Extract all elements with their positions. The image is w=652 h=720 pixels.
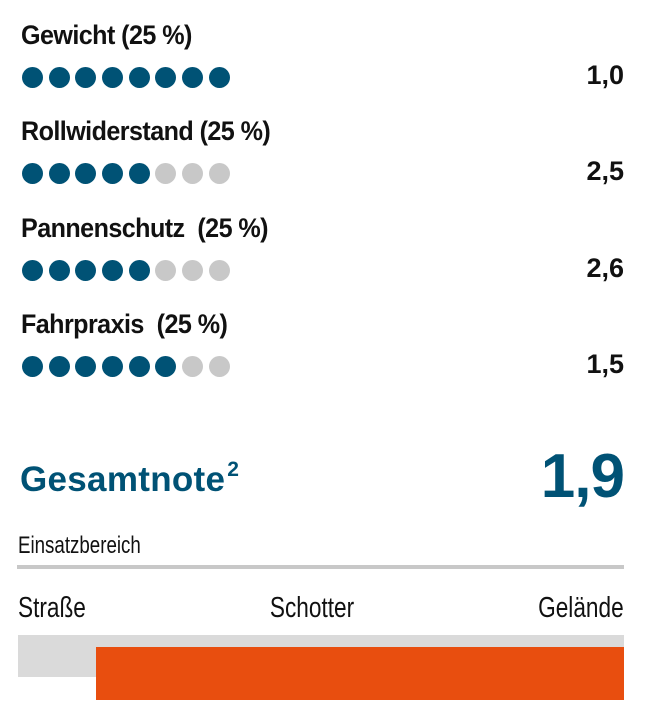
filled-dot-icon xyxy=(128,67,150,88)
rating-dots xyxy=(22,163,230,184)
filled-dot-icon xyxy=(102,260,124,281)
scale-label-gravel: Schotter xyxy=(269,592,355,624)
total-grade-label-text: Gesamtnote xyxy=(20,460,226,499)
empty-dot-icon xyxy=(182,163,204,184)
filled-dot-icon xyxy=(155,67,177,88)
total-grade-value: 1,9 xyxy=(540,442,625,511)
filled-dot-icon xyxy=(75,260,97,281)
criterion-label: Pannenschutz (25 %) xyxy=(21,213,269,243)
filled-dot-icon xyxy=(182,67,204,88)
criterion-score: 1,0 xyxy=(586,60,624,90)
filled-dot-icon xyxy=(22,67,43,88)
criterion-score: 2,5 xyxy=(586,156,624,186)
filled-dot-icon xyxy=(128,163,150,184)
criterion-label: Gewicht (25 %) xyxy=(21,20,192,50)
filled-dot-icon xyxy=(155,356,177,377)
rating-dots xyxy=(22,356,230,377)
filled-dot-icon xyxy=(102,356,124,377)
usage-section-title: Einsatzbereich xyxy=(18,532,141,559)
criterion-label: Fahrpraxis (25 %) xyxy=(21,309,228,339)
filled-dot-icon xyxy=(48,67,70,88)
filled-dot-icon xyxy=(48,163,70,184)
filled-dot-icon xyxy=(208,67,230,88)
filled-dot-icon xyxy=(102,163,124,184)
scale-label-terrain: Gelände xyxy=(538,592,624,624)
criterion-riding-practice: Fahrpraxis (25 %) 1,5 xyxy=(0,309,652,406)
empty-dot-icon xyxy=(208,356,230,377)
rating-dots xyxy=(22,67,230,88)
filled-dot-icon xyxy=(75,163,97,184)
footnote-marker: 2 xyxy=(227,458,240,482)
criterion-rolling-resistance: Rollwiderstand (25 %) 2,5 xyxy=(0,116,652,213)
usage-range-bar xyxy=(96,647,624,700)
criterion-score: 1,5 xyxy=(586,349,624,379)
filled-dot-icon xyxy=(102,67,124,88)
filled-dot-icon xyxy=(75,356,97,377)
filled-dot-icon xyxy=(22,356,43,377)
filled-dot-icon xyxy=(128,356,150,377)
divider xyxy=(17,565,624,569)
empty-dot-icon xyxy=(155,163,177,184)
rating-dots xyxy=(22,260,230,281)
filled-dot-icon xyxy=(48,260,70,281)
criterion-label: Rollwiderstand (25 %) xyxy=(21,116,271,146)
empty-dot-icon xyxy=(155,260,177,281)
filled-dot-icon xyxy=(128,260,150,281)
criterion-score: 2,6 xyxy=(586,253,624,283)
empty-dot-icon xyxy=(182,356,204,377)
empty-dot-icon xyxy=(208,163,230,184)
total-grade-label: Gesamtnote2 xyxy=(20,458,240,500)
empty-dot-icon xyxy=(208,260,230,281)
scale-label-road: Straße xyxy=(18,592,86,624)
filled-dot-icon xyxy=(22,260,43,281)
filled-dot-icon xyxy=(75,67,97,88)
criterion-weight: Gewicht (25 %) 1,0 xyxy=(0,20,652,117)
empty-dot-icon xyxy=(182,260,204,281)
criterion-puncture-protection: Pannenschutz (25 %) 2,6 xyxy=(0,213,652,310)
filled-dot-icon xyxy=(22,163,43,184)
filled-dot-icon xyxy=(48,356,70,377)
